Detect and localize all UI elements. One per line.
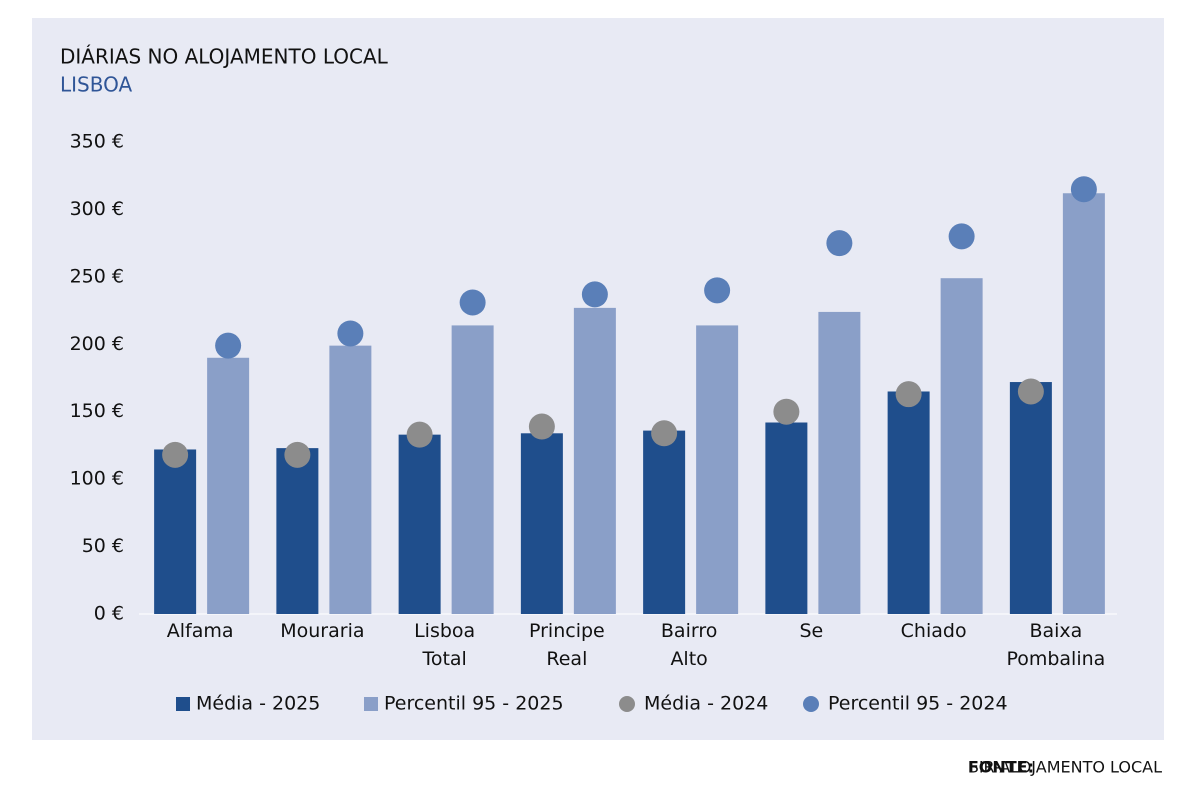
bar [940,278,983,614]
y-tick-label: 300 € [70,198,124,220]
source-text: SIR-ALOJAMENTO LOCAL [969,758,1162,777]
legend-label: Percentil 95 - 2025 [384,693,564,715]
y-tick-label: 350 € [70,131,124,153]
dot [406,421,433,448]
dot [284,441,311,468]
y-tick-label: 50 € [82,535,124,557]
y-tick-label: 200 € [70,333,124,355]
bar [276,448,319,614]
dot [581,281,608,308]
x-tick-label: Mouraria [280,620,365,642]
chart-title: DIÁRIAS NO ALOJAMENTO LOCAL [60,45,389,69]
legend-swatch [803,696,819,712]
legend-label: Média - 2025 [196,693,320,715]
bar [1009,382,1052,614]
bar [398,434,441,614]
bar [643,430,686,614]
source-label: FONTE: [968,758,1034,777]
y-tick-label: 100 € [70,468,124,490]
bar [207,357,250,614]
legend-swatch [176,697,190,711]
bar [818,311,861,614]
bar [573,307,616,614]
bar [329,345,372,614]
dot [651,420,678,447]
dot [337,320,364,347]
dot [459,289,486,316]
legend-label: Percentil 95 - 2024 [828,693,1008,715]
dot [826,230,853,257]
bar [887,391,930,614]
dot [948,223,975,250]
x-tick-label: Lisboa Total [414,620,476,670]
y-tick-label: 250 € [70,265,124,287]
dot [162,441,189,468]
bar [451,325,494,614]
dot [1070,176,1097,203]
dot [215,332,242,359]
bar [1062,193,1105,614]
x-tick-label: Principe Real [529,620,605,670]
bar [765,422,808,614]
bar [696,325,739,614]
bar [520,433,563,614]
y-tick-label: 150 € [70,400,124,422]
x-tick-label: Bairro Alto [660,620,718,670]
dot [704,277,731,304]
y-tick-label: 0 € [94,603,124,625]
dot [773,398,800,425]
dot [1017,378,1044,405]
x-tick-label: Chiado [900,620,967,642]
x-tick-label: Alfama [166,620,234,642]
dot [895,381,922,408]
bar [154,449,197,614]
legend-swatch [364,697,378,711]
x-tick-label: Baixa Pombalina [1006,620,1106,670]
chart-subtitle: LISBOA [60,73,132,97]
x-tick-label: Se [799,620,824,642]
dot [528,413,555,440]
legend-label: Média - 2024 [644,693,768,715]
legend-swatch [619,696,635,712]
